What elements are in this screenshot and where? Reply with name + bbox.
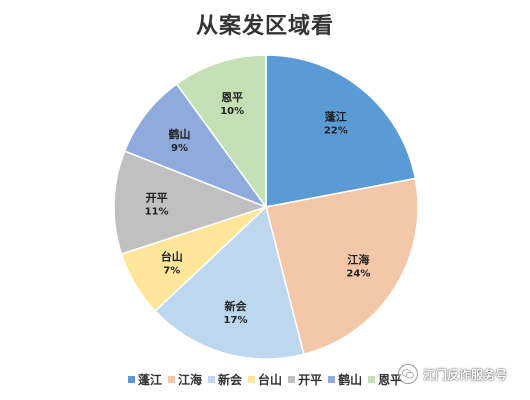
legend-label: 开平 xyxy=(298,372,323,387)
legend-swatch xyxy=(248,375,256,383)
slice-label-2: 新会 xyxy=(225,299,248,313)
slice-percent-2: 17% xyxy=(224,315,248,326)
slice-label-3: 台山 xyxy=(161,250,183,264)
watermark-text: 江门反诈服务号 xyxy=(423,367,508,382)
legend-item-4: 开平 xyxy=(288,371,322,388)
legend-label: 江海 xyxy=(178,372,203,387)
slice-label-0: 蓬江 xyxy=(325,110,347,124)
legend-item-3: 台山 xyxy=(248,371,282,388)
legend-item-0: 蓬江 xyxy=(128,371,162,388)
legend-label: 恩平 xyxy=(378,372,403,387)
legend-item-2: 新会 xyxy=(208,371,242,388)
legend-label: 新会 xyxy=(218,372,243,387)
pie-slice-0 xyxy=(265,54,417,208)
slice-label-4: 开平 xyxy=(146,192,168,205)
legend-swatch xyxy=(208,375,216,383)
slice-percent-6: 10% xyxy=(220,106,244,117)
legend-swatch xyxy=(328,375,336,383)
slice-percent-1: 24% xyxy=(346,269,370,280)
slice-label-1: 江海 xyxy=(347,253,369,267)
slice-percent-3: 7% xyxy=(163,266,180,277)
legend-swatch xyxy=(128,375,135,383)
legend-swatch xyxy=(288,375,296,383)
legend-swatch xyxy=(168,375,176,383)
slice-percent-5: 9% xyxy=(171,143,188,154)
legend-item-5: 鹤山 xyxy=(328,371,362,388)
pie-slice-4 xyxy=(113,150,269,255)
legend-label: 鹤山 xyxy=(338,372,363,387)
slice-percent-0: 22% xyxy=(324,126,348,137)
pie-slice-1 xyxy=(265,177,419,356)
pie-slice-2 xyxy=(154,205,305,360)
chart-title: 从案发区域看 xyxy=(195,14,334,39)
legend: 蓬江 江海 新会 台山 开平 鹤山 恩平 xyxy=(128,371,402,387)
slice-percent-4: 11% xyxy=(145,207,169,218)
slice-label-6: 恩平 xyxy=(221,91,243,104)
legend-label: 台山 xyxy=(258,372,283,387)
pie-slice-5 xyxy=(123,82,269,209)
pie-slice-6 xyxy=(175,54,267,210)
legend-label: 蓬江 xyxy=(138,372,163,387)
slice-label-5: 鹤山 xyxy=(169,127,191,141)
legend-item-6: 恩平 xyxy=(368,371,402,388)
legend-swatch xyxy=(368,375,376,383)
wechat-icon xyxy=(398,364,418,384)
watermark: 江门反诈服务号 xyxy=(398,364,507,384)
legend-item-1: 江海 xyxy=(168,371,202,388)
